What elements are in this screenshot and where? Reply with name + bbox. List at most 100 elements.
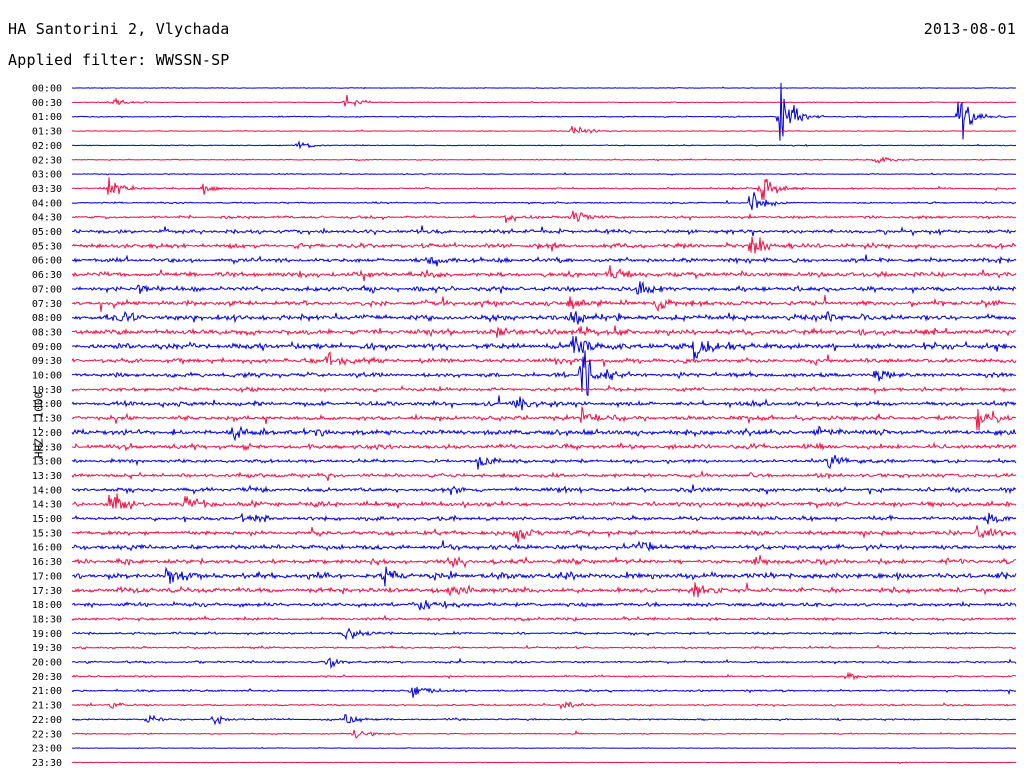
trace-line (71, 470, 1017, 481)
trace-line (71, 82, 1017, 141)
time-label: 07:30 (32, 299, 62, 310)
time-label: 13:30 (32, 471, 62, 482)
trace-line (71, 395, 1017, 411)
trace-line (71, 265, 1017, 282)
trace-line (71, 254, 1017, 267)
time-label: 00:30 (32, 98, 62, 109)
date-label: 2013-08-01 (923, 20, 1016, 38)
time-label: 16:30 (32, 557, 62, 568)
trace-line (71, 325, 1017, 338)
trace-line (72, 86, 1016, 90)
time-label: 19:30 (32, 643, 62, 654)
trace-line (72, 155, 1017, 164)
trace-line (71, 336, 1017, 361)
time-label: 15:00 (32, 514, 62, 525)
trace-line (71, 295, 1017, 313)
time-label: 20:00 (32, 658, 62, 669)
trace-line (71, 512, 1017, 525)
trace-line (71, 454, 1017, 470)
time-label: 21:30 (32, 701, 62, 712)
trace-line (71, 125, 1016, 135)
trace-line (71, 627, 1017, 641)
trace-line (71, 425, 1017, 442)
time-label: 11:30 (32, 414, 62, 425)
time-label: 10:00 (32, 371, 62, 382)
time-label: 02:30 (32, 155, 62, 166)
trace-line (71, 540, 1017, 553)
time-label: 12:00 (32, 428, 62, 439)
time-label: 16:00 (32, 543, 62, 554)
trace-line (71, 210, 1017, 224)
trace-line (71, 614, 1017, 622)
trace-line (71, 441, 1017, 452)
trace-line (71, 493, 1017, 510)
time-label: 18:00 (32, 600, 62, 611)
time-label: 09:00 (32, 342, 62, 353)
time-label: 23:30 (32, 758, 62, 769)
trace-line (71, 350, 1017, 397)
time-label: 14:30 (32, 500, 62, 511)
time-label: 01:00 (32, 112, 62, 123)
trace-line (71, 671, 1016, 681)
time-label: 11:00 (32, 399, 62, 410)
time-label: 06:30 (32, 270, 62, 281)
time-label: 14:00 (32, 485, 62, 496)
trace-line (71, 644, 1016, 650)
time-label: 18:30 (32, 614, 62, 625)
trace-line (71, 406, 1017, 431)
trace-line (71, 225, 1017, 237)
time-label: 08:00 (32, 313, 62, 324)
time-label: 01:30 (32, 127, 62, 138)
trace-line (71, 525, 1017, 543)
trace-line (71, 566, 1017, 587)
trace-line (71, 714, 1017, 726)
trace-line (71, 310, 1017, 325)
time-label: 08:30 (32, 327, 62, 338)
time-label: 19:00 (32, 629, 62, 640)
time-label: 04:00 (32, 198, 62, 209)
time-label: 00:00 (32, 84, 62, 95)
trace-line (71, 177, 1017, 201)
time-label: 07:00 (32, 284, 62, 295)
filter-label: Applied filter: WWSSN-SP (8, 51, 230, 69)
time-label: 02:00 (32, 141, 62, 152)
time-label: 10:30 (32, 385, 62, 396)
time-label: 22:00 (32, 715, 62, 726)
trace-line (71, 172, 1017, 176)
trace-line (72, 555, 1016, 569)
time-label: 03:30 (32, 184, 62, 195)
time-label: 17:30 (32, 586, 62, 597)
trace-line (71, 140, 1017, 150)
time-label: 05:30 (32, 241, 62, 252)
time-label: 12:30 (32, 442, 62, 453)
trace-line (71, 94, 1017, 108)
trace-line (71, 236, 1017, 254)
trace-line (72, 701, 1017, 710)
time-label: 03:00 (32, 170, 62, 181)
time-label: 20:30 (32, 672, 62, 683)
trace-line (71, 384, 1017, 395)
time-label: 22:30 (32, 729, 62, 740)
time-label: 23:00 (32, 744, 62, 755)
trace-line (71, 582, 1017, 598)
time-label: 06:00 (32, 256, 62, 267)
trace-line (71, 729, 1017, 739)
time-label: 17:00 (32, 571, 62, 582)
trace-line (71, 484, 1017, 496)
trace-line (72, 761, 1017, 765)
trace-line (71, 351, 1017, 367)
time-label: 04:30 (32, 213, 62, 224)
time-label: 09:30 (32, 356, 62, 367)
trace-line (71, 686, 1017, 698)
time-label: 13:00 (32, 457, 62, 468)
station-title: HA Santorini 2, Vlychada (8, 20, 230, 38)
trace-line (72, 746, 1017, 750)
time-label: 21:00 (32, 686, 62, 697)
trace-line (71, 657, 1017, 670)
time-label: 05:00 (32, 227, 62, 238)
trace-line (71, 600, 1017, 611)
time-label: 15:30 (32, 528, 62, 539)
trace-line (71, 280, 1017, 296)
trace-line (71, 192, 1017, 211)
